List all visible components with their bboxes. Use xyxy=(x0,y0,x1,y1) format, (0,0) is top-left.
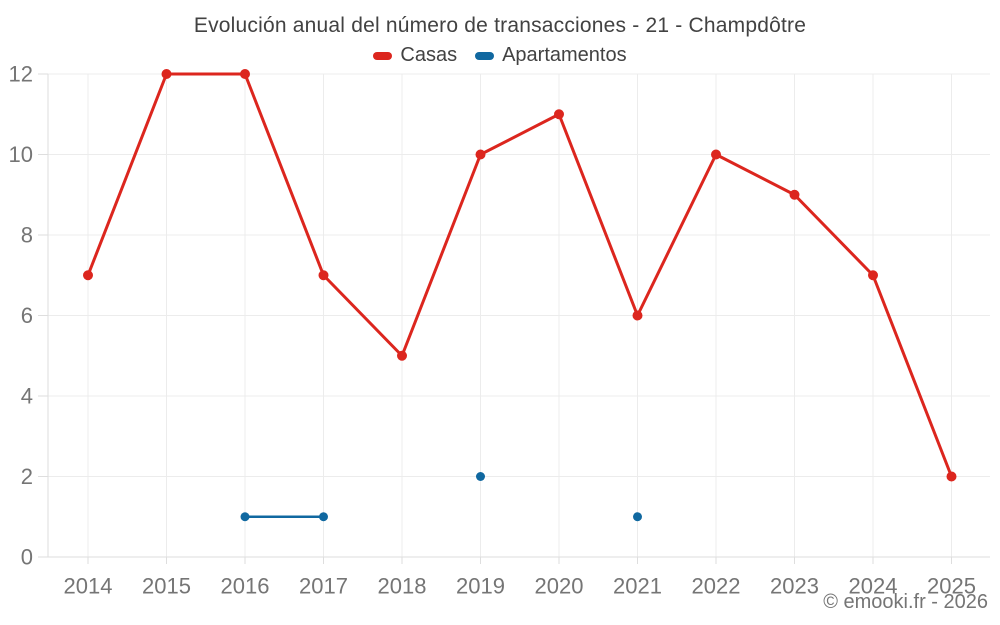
data-point-casas-2020[interactable] xyxy=(554,109,564,120)
x-tick-label: 2015 xyxy=(142,574,191,599)
x-tick-label: 2019 xyxy=(456,574,505,599)
x-tick-label: 2014 xyxy=(64,574,113,599)
data-point-casas-2014[interactable] xyxy=(83,270,93,281)
apartamentos-legend-swatch-icon xyxy=(475,51,495,60)
data-point-apartamentos-2017[interactable] xyxy=(319,512,328,522)
x-tick-label: 2020 xyxy=(535,574,584,599)
legend-item-apartamentos[interactable]: Apartamentos xyxy=(475,44,627,67)
data-point-apartamentos-2019[interactable] xyxy=(476,472,485,481)
data-point-apartamentos-2021[interactable] xyxy=(633,512,642,522)
y-tick-label: 10 xyxy=(9,142,33,167)
copyright-text: © emooki.fr - 2026 xyxy=(823,591,988,613)
data-point-casas-2016[interactable] xyxy=(240,69,250,79)
data-point-casas-2015[interactable] xyxy=(161,69,172,79)
chart-title: Evolución anual del número de transaccio… xyxy=(193,14,807,37)
legend-label-apartamentos: Apartamentos xyxy=(502,44,627,66)
legend-item-casas[interactable]: Casas xyxy=(373,44,457,67)
data-point-casas-2021[interactable] xyxy=(632,310,643,321)
x-tick-label: 2023 xyxy=(770,574,819,599)
x-tick-label: 2022 xyxy=(692,574,741,599)
x-tick-label: 2024 xyxy=(849,574,898,599)
x-tick-label: 2017 xyxy=(299,574,348,599)
y-tick-label: 8 xyxy=(21,223,33,248)
data-point-casas-2023[interactable] xyxy=(789,189,800,200)
data-point-apartamentos-2016[interactable] xyxy=(240,512,250,522)
series-line-casas xyxy=(86,72,953,478)
data-point-casas-2018[interactable] xyxy=(397,350,407,361)
y-tick-label: 12 xyxy=(9,62,33,87)
y-tick-label: 6 xyxy=(21,303,33,328)
x-tick-label: 2018 xyxy=(378,574,427,599)
y-tick-label: 0 xyxy=(21,545,33,570)
data-point-casas-2025[interactable] xyxy=(946,471,957,482)
data-point-casas-2019[interactable] xyxy=(475,149,486,160)
y-tick-label: 2 xyxy=(21,464,33,489)
x-tick-label: 2021 xyxy=(613,574,662,599)
legend-label-casas: Casas xyxy=(400,44,458,66)
data-point-casas-2024[interactable] xyxy=(868,270,878,281)
x-tick-label: 2025 xyxy=(927,574,976,599)
data-point-casas-2017[interactable] xyxy=(318,270,329,281)
y-tick-label: 4 xyxy=(21,384,33,409)
data-point-casas-2022[interactable] xyxy=(711,149,721,160)
casas-legend-swatch-icon xyxy=(373,51,393,60)
x-tick-label: 2016 xyxy=(221,574,270,599)
chart-legend: Casas Apartamentos xyxy=(0,44,1000,67)
